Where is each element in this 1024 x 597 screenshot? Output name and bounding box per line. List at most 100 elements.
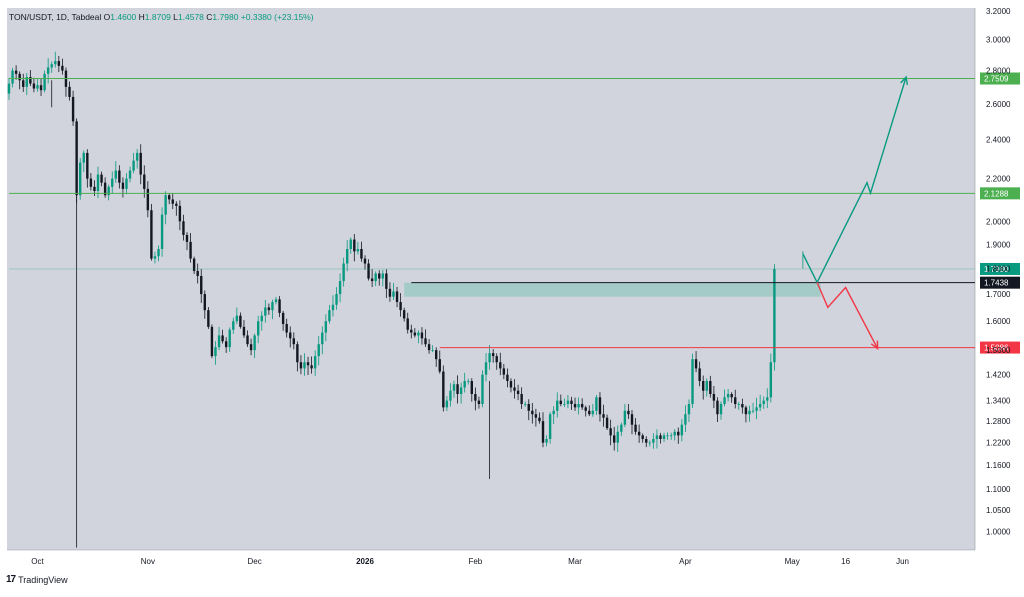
- candle-body: [313, 356, 317, 369]
- candle-body: [627, 410, 630, 415]
- candle-body: [349, 239, 352, 249]
- candle-body: [491, 353, 495, 357]
- candle-body: [246, 335, 249, 345]
- candle-body: [652, 439, 655, 443]
- candle-body: [168, 195, 171, 200]
- candle: [178, 200, 182, 231]
- candle-body: [157, 248, 160, 257]
- candle-body: [613, 435, 616, 443]
- candle: [168, 193, 171, 205]
- symbol-legend[interactable]: TON/USDT, 1D, Tabdeal O1.4600 H1.8709 L1…: [9, 12, 314, 22]
- candle: [687, 399, 691, 423]
- candle-body: [420, 332, 424, 339]
- candle-body: [93, 186, 96, 191]
- candle-body: [691, 359, 694, 404]
- candle-body: [559, 400, 562, 404]
- candle-body: [7, 83, 11, 94]
- candle-body: [235, 315, 239, 322]
- candle: [128, 166, 132, 183]
- price-level-badge: [980, 276, 1020, 289]
- candle-body: [588, 410, 591, 415]
- candle: [313, 350, 317, 376]
- candle-body: [285, 324, 288, 333]
- candle: [762, 396, 765, 409]
- candle-body: [719, 403, 723, 415]
- candle-body: [716, 400, 719, 415]
- price-level-badge: [980, 262, 1020, 275]
- candle-body: [417, 332, 420, 336]
- candle: [374, 271, 377, 287]
- price-level-label: 1.7438: [984, 279, 1009, 288]
- candle-body: [207, 310, 210, 327]
- candle: [317, 336, 320, 366]
- candle-body: [68, 86, 71, 97]
- candle: [673, 429, 676, 441]
- candle: [82, 150, 85, 172]
- candle-body: [71, 96, 75, 122]
- candle: [75, 118, 78, 204]
- candle: [420, 327, 424, 345]
- symbol-label[interactable]: TON/USDT, 1D, Tabdeal: [9, 12, 102, 22]
- candle: [139, 144, 142, 185]
- candle: [634, 418, 637, 435]
- candle-body: [146, 188, 150, 211]
- candle: [217, 326, 221, 351]
- price-axis[interactable]: 3.2000 3.0000 2.8000 2.6000 2.4000 2.2000 2.00…: [986, 7, 1011, 537]
- candle: [22, 73, 25, 93]
- tradingview-logo-icon: 17: [6, 574, 16, 585]
- projection-path-bearish[interactable]: [816, 282, 879, 349]
- supply-demand-zone: [404, 282, 821, 297]
- candle: [111, 171, 114, 194]
- candle-body: [573, 403, 577, 408]
- candle: [160, 207, 164, 257]
- projection-path-bullish[interactable]: [802, 76, 907, 284]
- candle-body: [470, 381, 473, 395]
- candle: [406, 312, 409, 334]
- candle: [559, 394, 562, 407]
- low-label: L: [173, 12, 178, 22]
- candle-body: [210, 326, 214, 357]
- time-axis[interactable]: Oct Nov Dec 2026 Feb Mar Apr May 16 Jun: [31, 557, 909, 566]
- candle-body: [46, 67, 50, 74]
- candle-body: [662, 435, 666, 440]
- candle: [527, 399, 530, 421]
- candle-body: [641, 435, 644, 440]
- candle: [210, 324, 214, 359]
- candle-body: [758, 403, 762, 408]
- candle: [449, 383, 452, 407]
- candle: [182, 214, 185, 241]
- time-tick-label: Mar: [568, 557, 582, 566]
- candle-body: [726, 394, 730, 398]
- candle-body: [669, 435, 673, 437]
- candle: [584, 405, 587, 417]
- projection-arrows: [802, 75, 909, 351]
- candle-body: [217, 335, 221, 348]
- price-tick-label: 2.8000: [986, 67, 1011, 76]
- candle: [61, 58, 64, 75]
- candle: [623, 404, 627, 427]
- candle-body: [135, 152, 139, 161]
- candle: [556, 392, 559, 418]
- candle: [39, 78, 43, 96]
- candle-body: [50, 64, 53, 68]
- price-level-badge: [980, 187, 1020, 200]
- zone-layer: [404, 282, 821, 297]
- candle-body: [427, 344, 431, 351]
- candle-body: [107, 186, 110, 196]
- candle: [157, 245, 160, 262]
- candle-body: [82, 152, 85, 163]
- price-tick-label: 1.2800: [986, 417, 1011, 426]
- candle-body: [185, 234, 189, 242]
- candle-body: [289, 332, 292, 339]
- candle: [730, 392, 733, 403]
- candle: [691, 353, 694, 408]
- tradingview-branding[interactable]: 17 TradingView: [6, 574, 68, 585]
- candle: [324, 314, 328, 342]
- candle: [118, 165, 121, 189]
- candle-body: [762, 400, 765, 404]
- candle-body: [630, 414, 634, 425]
- candle-body: [14, 70, 18, 74]
- candle: [726, 389, 730, 402]
